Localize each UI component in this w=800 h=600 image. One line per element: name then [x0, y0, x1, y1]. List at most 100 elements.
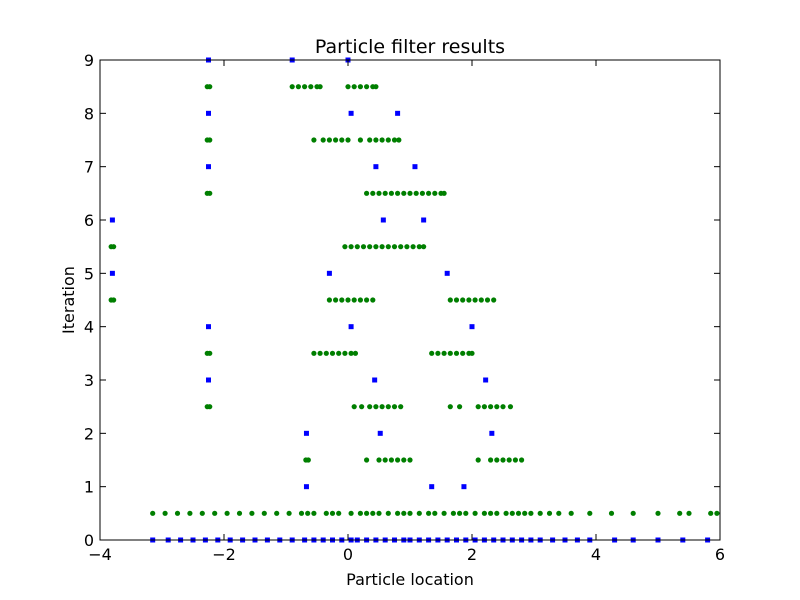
particle-dot-point-1-40 [515, 510, 522, 516]
particle-dot-point-1-131 [367, 244, 373, 250]
particle-square-point-0-68 [412, 164, 418, 170]
particle-dot-point-1-126 [111, 244, 117, 250]
particle-dot-point-1-159 [311, 137, 317, 143]
particle-dot-point-1-170 [391, 137, 398, 143]
particle-square-point-0-61 [326, 270, 332, 276]
particle-square-point-0-59 [469, 324, 475, 330]
particle-dot-point-1-44 [546, 510, 553, 516]
particle-dot-point-1-112 [345, 297, 351, 303]
particle-dot-point-1-98 [352, 350, 359, 356]
particle-dot-point-1-148 [395, 190, 401, 196]
particle-dot-point-1-78 [385, 404, 391, 410]
particle-dot-point-1-176 [302, 84, 308, 90]
particle-dot-point-1-182 [357, 84, 363, 90]
particle-dot-point-1-163 [339, 137, 345, 143]
particle-dot-point-1-12 [298, 510, 305, 516]
particle-dot-point-1-72 [207, 404, 213, 410]
chart-title: Particle filter results [315, 36, 505, 58]
particle-square-point-0-54 [206, 377, 211, 383]
particle-dot-point-1-83 [475, 404, 481, 410]
particle-dot-point-1-58 [376, 457, 382, 463]
particle-square-point-0-64 [380, 217, 386, 223]
particle-dot-point-1-90 [207, 350, 213, 356]
particle-dot-point-1-123 [484, 297, 491, 303]
particle-dot-point-1-27 [416, 510, 422, 516]
particle-dot-point-1-81 [447, 404, 453, 410]
particle-dot-point-1-50 [655, 510, 661, 516]
particle-dot-point-1-118 [453, 297, 460, 303]
particle-dot-point-1-164 [345, 137, 351, 143]
particle-square-point-0-65 [421, 217, 427, 223]
particle-dot-point-1-43 [537, 510, 543, 516]
particle-dot-point-1-146 [382, 190, 388, 196]
particle-dot-point-1-1 [162, 510, 168, 516]
particle-dot-point-1-39 [509, 510, 515, 516]
particle-dot-point-1-36 [488, 510, 494, 516]
particle-square-point-0-63 [109, 217, 115, 223]
particle-dot-point-1-77 [379, 404, 385, 410]
particle-square-point-0-53 [489, 430, 495, 436]
particle-dot-point-1-135 [391, 244, 398, 250]
particle-dot-point-1-70 [519, 457, 525, 463]
particle-square-point-0-62 [444, 270, 450, 276]
particle-dot-point-1-6 [224, 510, 230, 516]
particle-square-point-0-66 [206, 164, 211, 170]
particle-dot-point-1-136 [398, 244, 404, 250]
particle-dot-point-1-45 [556, 510, 562, 516]
y-tick-label-6: 6 [84, 211, 94, 230]
particle-dot-point-1-156 [441, 190, 447, 196]
particle-dot-point-1-57 [364, 457, 370, 463]
particle-dot-point-1-54 [714, 510, 720, 516]
particle-dot-point-1-38 [503, 510, 509, 516]
particle-dot-point-1-52 [686, 510, 692, 516]
particle-dot-point-1-150 [407, 190, 413, 196]
particle-dot-point-1-3 [187, 510, 193, 516]
particle-dot-point-1-160 [320, 137, 326, 143]
particle-square-point-0-50 [461, 484, 467, 490]
particle-dot-point-1-101 [441, 350, 447, 356]
y-tick-label-8: 8 [84, 104, 94, 123]
particle-dot-point-1-177 [308, 84, 314, 90]
particle-dot-point-1-34 [472, 510, 478, 516]
particle-dot-point-1-162 [333, 137, 339, 143]
particle-dot-point-1-133 [379, 244, 385, 250]
particle-square-point-0-67 [373, 164, 379, 170]
particle-dot-point-1-93 [323, 350, 329, 356]
particle-dot-point-1-65 [488, 457, 494, 463]
particle-square-point-0-55 [372, 377, 378, 383]
particle-dot-point-1-168 [379, 137, 385, 143]
particle-dot-point-1-23 [385, 510, 391, 516]
particle-dot-point-1-15 [323, 510, 329, 516]
particle-dot-point-1-60 [388, 457, 394, 463]
particle-dot-point-1-63 [407, 457, 413, 463]
particle-dot-point-1-99 [429, 350, 435, 356]
particle-dot-point-1-119 [460, 297, 466, 303]
particle-square-point-0-70 [348, 110, 354, 116]
particle-dot-point-1-171 [396, 137, 402, 143]
particle-dot-point-1-144 [370, 190, 376, 196]
y-axis-label: Iteration [59, 266, 78, 334]
particle-square-point-0-49 [429, 484, 435, 490]
particle-dot-point-1-139 [416, 244, 422, 250]
particle-dot-point-1-29 [432, 510, 438, 516]
particle-dot-point-1-161 [326, 137, 332, 143]
particle-dot-point-1-117 [447, 297, 453, 303]
y-tick-label-9: 9 [84, 51, 94, 70]
particle-dot-point-1-64 [475, 457, 481, 463]
particle-dot-point-1-181 [351, 84, 357, 90]
particle-dot-point-1-32 [457, 510, 463, 516]
particle-dot-point-1-143 [364, 190, 370, 196]
y-tick-label-7: 7 [84, 158, 94, 177]
particle-dot-point-1-0 [150, 510, 156, 516]
particle-dot-point-1-4 [199, 510, 205, 516]
particle-dot-point-1-74 [359, 404, 365, 410]
particle-dot-point-1-138 [410, 244, 416, 250]
particle-dot-point-1-51 [677, 510, 683, 516]
x-tick-label-0: −4 [88, 545, 112, 564]
particle-dot-point-1-61 [395, 457, 401, 463]
x-tick-label-2: 0 [343, 545, 353, 564]
particle-dot-point-1-173 [207, 84, 213, 90]
particle-square-point-0-56 [483, 377, 489, 383]
particle-dot-point-1-108 [111, 297, 117, 303]
